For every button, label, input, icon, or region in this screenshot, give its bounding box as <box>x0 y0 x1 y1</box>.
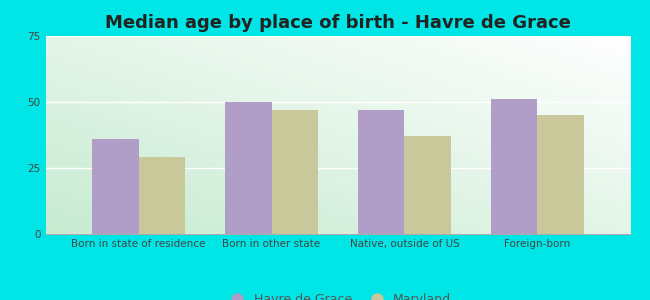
Legend: Havre de Grace, Maryland: Havre de Grace, Maryland <box>220 288 456 300</box>
Bar <box>92 139 138 234</box>
Bar <box>358 110 404 234</box>
Bar <box>491 99 538 234</box>
Title: Median age by place of birth - Havre de Grace: Median age by place of birth - Havre de … <box>105 14 571 32</box>
Bar <box>404 136 451 234</box>
Bar <box>138 158 185 234</box>
Bar <box>225 102 272 234</box>
Bar <box>538 115 584 234</box>
Bar <box>272 110 318 234</box>
